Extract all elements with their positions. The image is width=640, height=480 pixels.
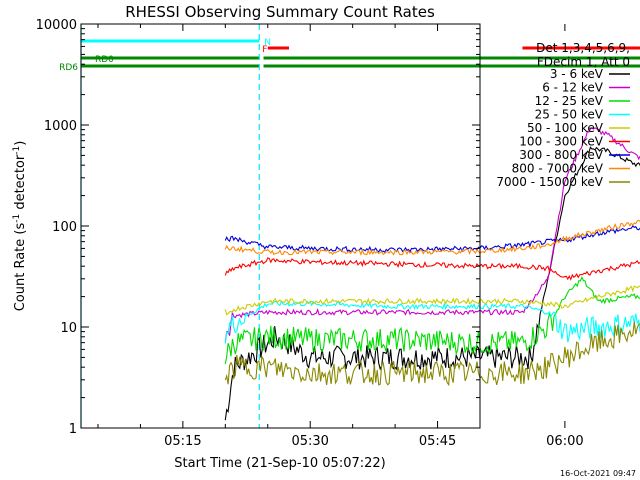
x-tick-label: 05:15 — [164, 434, 201, 449]
y-tick-label: 10000 — [36, 18, 77, 33]
legend-entry-label: 800 - 7000 keV — [512, 162, 604, 176]
y-axis-label: Count Rate (s-1 detector-1) — [12, 141, 28, 312]
x-tick-label: 06:00 — [546, 434, 583, 449]
y-tick-label: 1 — [69, 422, 77, 437]
flag-label: RD0 — [95, 55, 114, 65]
y-tick-label: 1000 — [44, 119, 77, 134]
x-tick-label: 05:45 — [419, 434, 456, 449]
chart-title: RHESSI Observing Summary Count Rates — [125, 3, 435, 21]
series-line — [224, 225, 640, 253]
series-lines — [224, 127, 640, 421]
flag-label: N — [264, 38, 271, 48]
legend-entry-label: 3 - 6 keV — [550, 67, 604, 81]
legend-entry-label: 25 - 50 keV — [535, 108, 604, 122]
x-axis-label: Start Time (21-Sep-10 05:07:22) — [174, 456, 385, 471]
flag-label: F — [262, 45, 267, 55]
legend-entry-label: 7000 - 15000 keV — [496, 175, 603, 189]
legend-entry-label: 6 - 12 keV — [542, 81, 604, 95]
series-line — [224, 285, 640, 316]
series-line — [224, 321, 640, 387]
flag-bars: NF RD0 RD6 — [59, 38, 640, 73]
series-line — [224, 275, 640, 365]
y-tick-label: 10 — [60, 321, 77, 336]
series-line — [224, 219, 640, 257]
series-line — [224, 146, 640, 421]
series-line — [224, 257, 640, 281]
timestamp: 16-Oct-2021 09:47 — [560, 469, 636, 478]
series-line — [224, 300, 640, 344]
legend-entry-label: 12 - 25 keV — [535, 94, 604, 108]
legend-header-1: Det 1,3,4,5,6,9, — [536, 41, 630, 55]
y-tick-label: 100 — [52, 220, 77, 235]
legend-entry-label: 300 - 800 keV — [519, 148, 603, 162]
y-axis: 1 10 100 1000 10000 — [36, 18, 480, 437]
legend-header-2: FDecim 1, Att 0 — [537, 55, 630, 69]
flag-label: RD6 — [59, 63, 78, 73]
legend-entry-label: 100 - 300 keV — [519, 135, 603, 149]
x-tick-label: 05:30 — [291, 434, 328, 449]
legend-entry-label: 50 - 100 keV — [527, 121, 604, 135]
